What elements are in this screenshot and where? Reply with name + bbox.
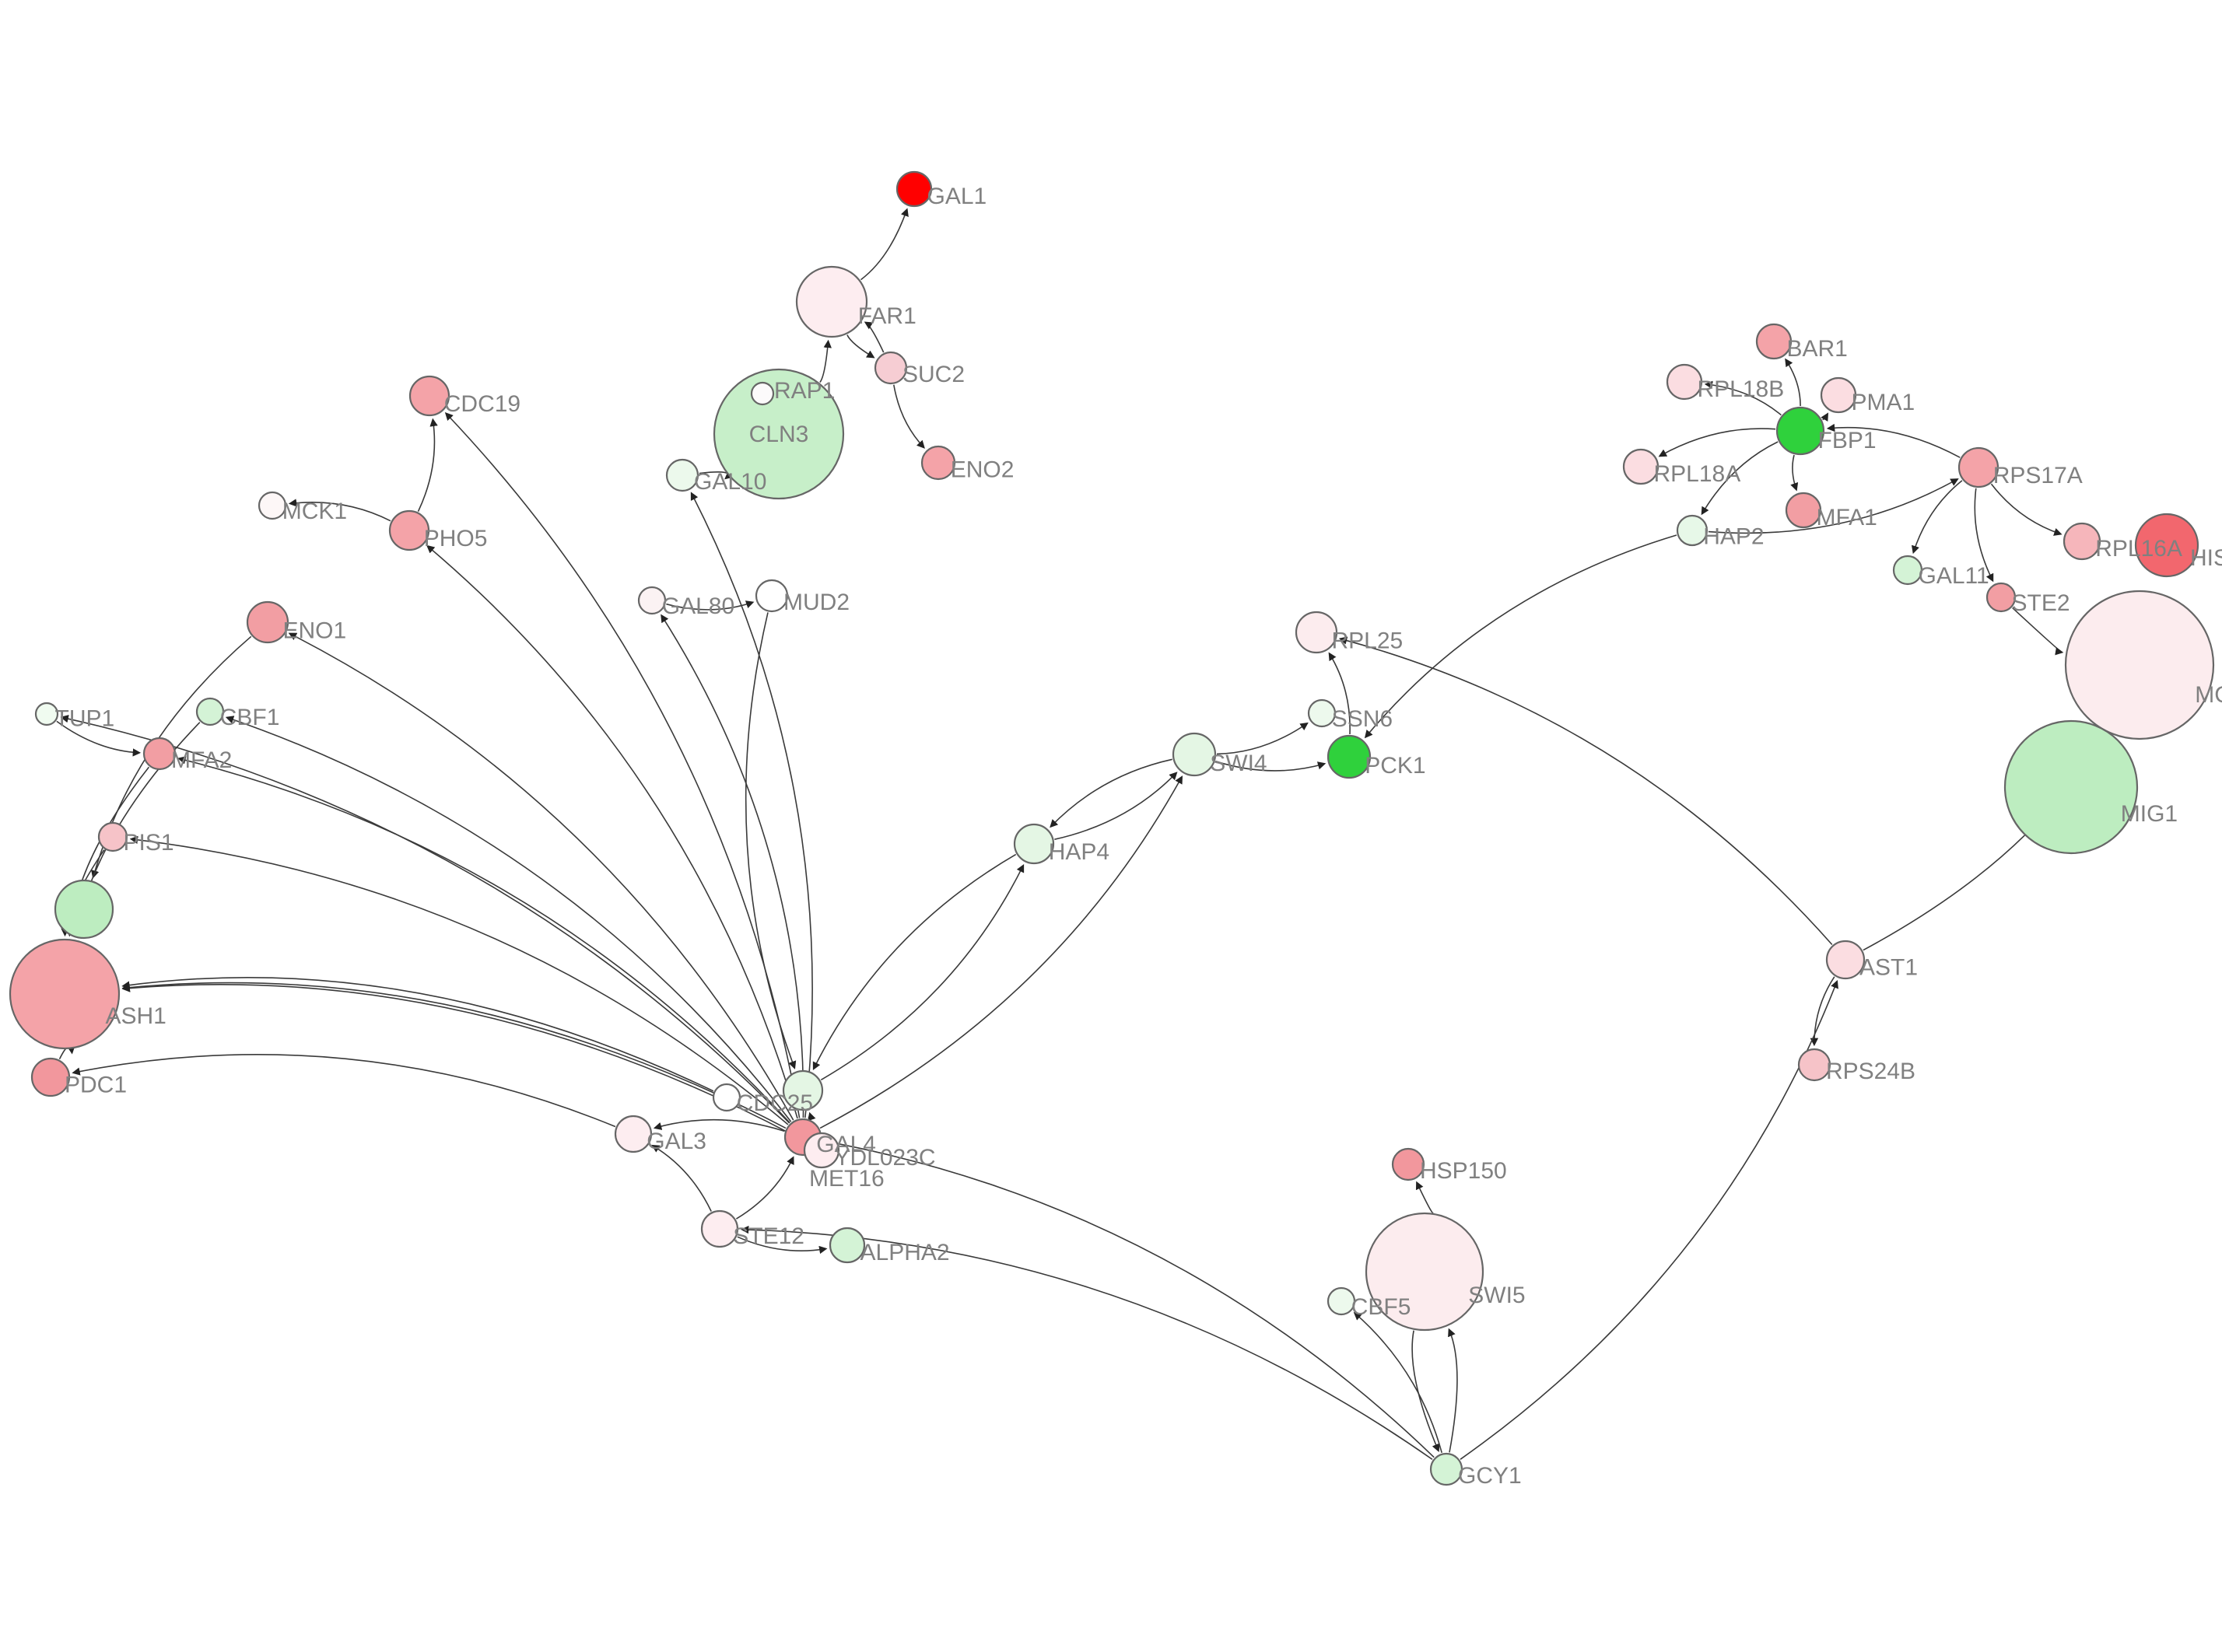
svg-text:MFA2: MFA2 <box>171 747 232 773</box>
svg-text:AST1: AST1 <box>1859 955 1918 981</box>
svg-text:RPL18A: RPL18A <box>1654 461 1741 487</box>
svg-text:MET16: MET16 <box>809 1166 885 1192</box>
svg-text:RPS17A: RPS17A <box>1993 463 2083 488</box>
svg-text:SUC2: SUC2 <box>902 362 965 387</box>
svg-text:MUD2: MUD2 <box>783 590 850 615</box>
svg-text:HAP2: HAP2 <box>1703 524 1764 550</box>
svg-text:ENO1: ENO1 <box>283 618 347 643</box>
svg-text:STE12: STE12 <box>733 1223 804 1249</box>
svg-text:RPL18B: RPL18B <box>1698 376 1785 402</box>
svg-text:BAR1: BAR1 <box>1787 336 1848 362</box>
svg-text:SSN6: SSN6 <box>1332 706 1393 732</box>
svg-text:GAL1: GAL1 <box>927 184 987 209</box>
svg-text:PHO5: PHO5 <box>424 526 488 551</box>
svg-text:PDC1: PDC1 <box>65 1073 127 1098</box>
svg-text:MCK1: MCK1 <box>282 499 347 524</box>
svg-text:SWI4: SWI4 <box>1210 751 1267 776</box>
svg-text:MFA1: MFA1 <box>1817 505 1877 530</box>
svg-text:FBP1: FBP1 <box>1818 428 1877 453</box>
svg-text:GAL10: GAL10 <box>694 469 766 495</box>
svg-text:CDC25: CDC25 <box>737 1090 813 1116</box>
svg-text:GAL11: GAL11 <box>1919 563 1989 589</box>
svg-text:SWI5: SWI5 <box>1468 1283 1525 1308</box>
svg-text:ENO2: ENO2 <box>951 457 1015 482</box>
svg-text:MIG1: MIG1 <box>2121 801 2178 827</box>
svg-text:MCM1: MCM1 <box>2195 682 2222 708</box>
svg-text:HSP150: HSP150 <box>1420 1158 1507 1184</box>
svg-text:RPL16A: RPL16A <box>2095 536 2182 562</box>
svg-text:PMA1: PMA1 <box>1852 390 1915 415</box>
svg-text:PIS1: PIS1 <box>124 830 174 856</box>
svg-text:CBF5: CBF5 <box>1351 1294 1411 1320</box>
svg-text:TUP1: TUP1 <box>55 706 115 732</box>
svg-text:CDC19: CDC19 <box>444 391 520 417</box>
svg-text:RPS24B: RPS24B <box>1826 1059 1915 1084</box>
svg-text:HAP4: HAP4 <box>1049 839 1109 865</box>
svg-text:HIS4: HIS4 <box>2190 545 2222 571</box>
svg-text:STE2: STE2 <box>2012 590 2070 616</box>
svg-text:PCK1: PCK1 <box>1365 753 1425 779</box>
svg-text:CLN3: CLN3 <box>749 422 809 447</box>
svg-text:FAR1: FAR1 <box>858 303 916 329</box>
svg-text:GCY1: GCY1 <box>1458 1463 1522 1489</box>
svg-text:CBF1: CBF1 <box>220 705 280 730</box>
svg-text:ASH1: ASH1 <box>106 1003 166 1029</box>
svg-text:RAP1: RAP1 <box>774 378 835 404</box>
svg-text:GAL80: GAL80 <box>662 593 734 619</box>
svg-text:GAL3: GAL3 <box>647 1129 706 1154</box>
svg-text:ALPHA2: ALPHA2 <box>860 1240 950 1265</box>
svg-text:RPL25: RPL25 <box>1332 628 1404 653</box>
